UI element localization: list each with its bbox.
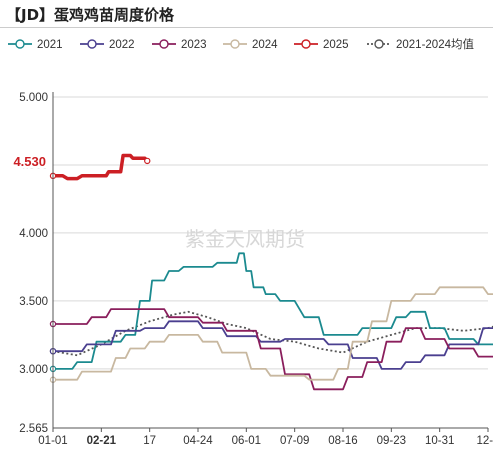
legend-label: 2025 xyxy=(323,39,349,51)
legend-item-2021: 2021 xyxy=(8,39,63,51)
y-tick-label: 4.000 xyxy=(19,228,48,240)
title-divider xyxy=(0,27,493,28)
series-2022 xyxy=(49,320,493,370)
x-tick-label: 02-21 xyxy=(87,435,117,447)
legend-item-2023: 2023 xyxy=(152,39,207,51)
latest-value-text: 4.530 xyxy=(13,154,46,169)
y-tick-label: 2.565 xyxy=(19,423,48,435)
series-end-marker xyxy=(144,157,151,165)
x-tick-label: 07-09 xyxy=(280,435,309,447)
chart-title: 【JD】蛋鸡鸡苗周度价格 xyxy=(6,6,175,24)
x-tick-label: 12-3 xyxy=(476,435,493,447)
series-line xyxy=(53,153,149,181)
x-tick-label: 04-24 xyxy=(183,435,213,447)
legend-label: 2021 xyxy=(37,39,63,51)
legend-item-2022: 2022 xyxy=(80,39,135,51)
series-line xyxy=(53,286,493,381)
legend-swatch-marker xyxy=(374,39,384,49)
y-tick-label: 3.500 xyxy=(19,296,48,308)
y-tick-label: 5.000 xyxy=(19,92,48,104)
series-2023 xyxy=(49,308,493,391)
latest-value-label: 4.530 xyxy=(2,151,49,169)
legend-label: 2024 xyxy=(252,39,278,51)
series-2025 xyxy=(49,153,151,181)
chart-grid xyxy=(53,96,488,370)
x-tick-label: 17 xyxy=(143,435,156,447)
watermark: 紫金天风期货 xyxy=(185,227,305,251)
legend-swatch-marker xyxy=(159,39,169,49)
x-tick-label: 06-01 xyxy=(232,435,261,447)
legend-label: 2022 xyxy=(109,39,135,51)
chart-axes: 5.0004.5004.0003.5003.0002.56501-0102-21… xyxy=(19,92,493,447)
legend-item-2025: 2025 xyxy=(294,39,349,51)
y-tick-label: 3.000 xyxy=(19,364,48,376)
legend-swatch-marker xyxy=(87,39,97,49)
series-2024 xyxy=(49,286,493,383)
legend-label: 2023 xyxy=(181,39,207,51)
legend-swatch-marker xyxy=(301,39,311,49)
series-line xyxy=(53,308,493,391)
series-line xyxy=(53,252,493,370)
chart-series xyxy=(49,153,493,391)
chart-legend: 2021 2022 2023 2024 2025 2021-2024均值 xyxy=(8,38,474,51)
legend-swatch-marker xyxy=(15,39,25,49)
x-tick-label: 10-31 xyxy=(425,435,454,447)
legend-item-2021-2024均值: 2021-2024均值 xyxy=(367,38,474,51)
legend-swatch-marker xyxy=(230,39,240,49)
series-line xyxy=(53,320,493,370)
legend-label: 2021-2024均值 xyxy=(396,38,474,51)
latest-value-box xyxy=(2,151,49,169)
legend-item-2024: 2024 xyxy=(223,39,278,51)
series-2021-2024均值 xyxy=(49,310,493,357)
series-2021 xyxy=(49,252,493,373)
x-tick-label: 09-23 xyxy=(377,435,406,447)
x-tick-label: 01-01 xyxy=(38,435,67,447)
series-line xyxy=(52,310,493,357)
x-tick-label: 08-16 xyxy=(328,435,357,447)
